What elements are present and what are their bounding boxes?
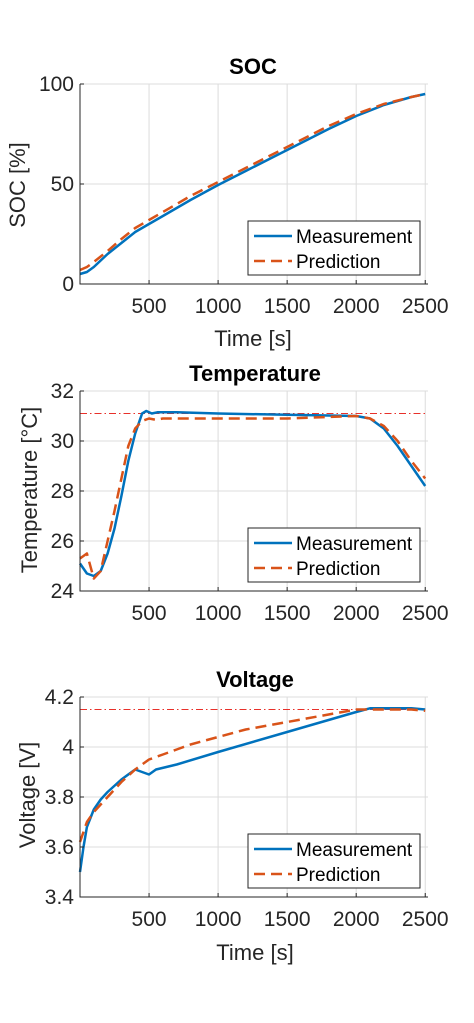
soc-prediction-line [79,92,426,272]
voltage-ytick-label: 3.4 [45,886,75,909]
soc-xtick-label: 500 [132,295,167,318]
temperature-xtick-label: 2000 [333,602,380,625]
soc-xlabel: Time [s] [214,326,291,351]
voltage-ytick-label: 3.6 [45,836,74,859]
voltage-xtick-label: 2500 [402,908,449,931]
temperature-ytick-label: 24 [51,580,75,603]
soc-xtick-label: 2500 [402,295,449,318]
voltage-ylabel: Voltage [V] [15,742,40,848]
soc-xtick-label: 2000 [333,295,380,318]
soc-xtick-label: 1500 [264,295,311,318]
temperature-legend-box [247,527,421,583]
temperature-legend: Measurement Prediction [247,527,421,583]
temperature-legend-label-prediction: Prediction [296,559,381,580]
soc-title: SOC [229,54,277,79]
temperature-legend-label-measurement: Measurement [296,534,413,555]
soc-panel: SOC Time [s] SOC [%] 500 1000 1500 2000 2500… [5,54,449,351]
soc-xtick-label: 1000 [195,295,242,318]
soc-ylabel: SOC [%] [5,142,30,228]
voltage-prediction-line [78,708,426,843]
voltage-legend-box [247,833,421,889]
temperature-xtick-label: 1000 [195,602,242,625]
voltage-title: Voltage [216,667,294,692]
voltage-legend-label-prediction: Prediction [296,865,381,886]
soc-legend-box [247,220,421,276]
voltage-xtick-label: 1500 [264,908,311,931]
temperature-ytick-label: 26 [51,530,74,553]
temperature-ylabel: Temperature [°C] [17,407,42,574]
voltage-panel: Voltage Time [s] Voltage [V] 500 1000 1500… [15,667,449,965]
temperature-prediction-line [79,414,427,580]
voltage-xtick-label: 1000 [195,908,242,931]
temperature-xtick-label: 2500 [402,602,449,625]
voltage-xtick-label: 500 [132,908,167,931]
temperature-panel: Temperature Temperature [°C] 500 1000 1500… [17,361,449,625]
soc-legend: Measurement Prediction [247,220,421,276]
voltage-xtick-label: 2000 [333,908,380,931]
voltage-ytick-label: 4 [62,736,74,759]
voltage-legend-label-measurement: Measurement [296,840,413,861]
temperature-ytick-label: 28 [51,480,74,503]
temperature-ytick-label: 30 [51,430,74,453]
temperature-title: Temperature [189,361,321,386]
soc-ytick-label: 0 [62,273,74,296]
soc-legend-label-prediction: Prediction [296,252,381,273]
voltage-ytick-label: 4.2 [45,686,74,709]
temperature-ytick-label: 32 [51,380,74,403]
temperature-measurement-line [78,409,427,578]
soc-ytick-label: 100 [39,73,74,96]
temperature-xtick-label: 1500 [264,602,311,625]
soc-ytick-label: 50 [51,173,74,196]
voltage-legend: Measurement Prediction [247,833,421,889]
voltage-xlabel: Time [s] [216,940,293,965]
temperature-xtick-label: 500 [132,602,167,625]
soc-legend-label-measurement: Measurement [296,227,413,248]
soc-measurement-line [79,92,426,276]
voltage-ytick-label: 3.8 [45,786,74,809]
